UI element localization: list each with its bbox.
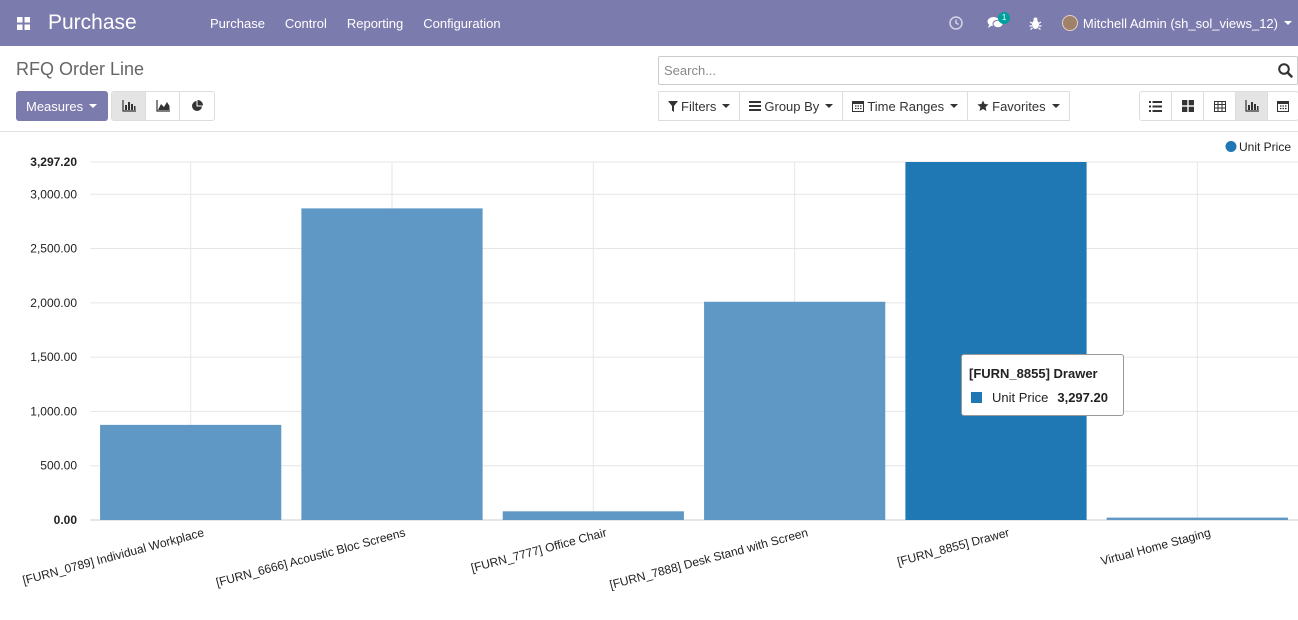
search-options: Filters Group By Time Ranges Favorites	[658, 91, 1070, 121]
caret-down-icon	[1051, 104, 1060, 108]
line-chart-button[interactable]	[146, 92, 180, 120]
filter-icon	[668, 100, 678, 112]
avatar	[1061, 15, 1078, 31]
caret-down-icon	[950, 104, 959, 108]
bar-2[interactable]	[502, 511, 684, 520]
bar-chart-icon	[121, 100, 136, 112]
menu-item-purchase[interactable]: Purchase	[210, 15, 265, 31]
star-icon	[977, 100, 989, 111]
chart-type-switcher	[111, 91, 215, 121]
view-switcher	[1139, 91, 1298, 121]
search-icon[interactable]	[1278, 63, 1293, 81]
caret-down-icon	[89, 104, 98, 108]
x-tick-label-5: Virtual Home Staging	[1099, 525, 1212, 568]
tooltip-value: 3,297.20	[1057, 390, 1108, 405]
favorites-button[interactable]: Favorites	[967, 91, 1070, 121]
legend-label: Unit Price	[1239, 140, 1291, 154]
x-axis: [FURN_0789] Individual Workplace [FURN_66…	[21, 525, 1212, 592]
bar-chart: 0.00 500.00 1,000.00 1,500.00 2,000.00 2,500.…	[21, 140, 1298, 592]
favorites-label: Favorites	[992, 98, 1046, 114]
x-tick-label-2: [FURN_7777] Office Chair	[469, 525, 608, 575]
debug-bug-icon[interactable]	[1016, 0, 1056, 46]
activity-clock-icon[interactable]	[936, 0, 976, 46]
time-ranges-label: Time Ranges	[867, 98, 945, 114]
navbar-systray: 1 Mitchell Admin (sh_sol_views_12)	[936, 0, 1298, 46]
group-by-button[interactable]: Group By	[739, 91, 844, 121]
user-name: Mitchell Admin (sh_sol_views_12)	[1082, 15, 1278, 31]
pivot-view-button[interactable]	[1204, 92, 1236, 120]
tooltip-series-name: Unit Price	[992, 390, 1049, 405]
apps-menu-icon[interactable]	[0, 0, 46, 46]
y-tick-label-6: 3,000.00	[30, 187, 77, 201]
chevron-down-icon	[1284, 21, 1292, 25]
y-axis: 0.00 500.00 1,000.00 1,500.00 2,000.00 2,500.…	[30, 155, 77, 527]
menu-item-configuration[interactable]: Configuration	[423, 15, 501, 31]
chart-legend[interactable]: Unit Price	[1225, 140, 1292, 154]
measures-button[interactable]: Measures	[16, 91, 108, 121]
list-bars-icon	[749, 101, 762, 111]
bar-4[interactable]	[905, 162, 1087, 520]
bar-5[interactable]	[1106, 517, 1288, 520]
x-tick-label-4: [FURN_8855] Drawer	[896, 525, 1011, 568]
y-tick-label-1: 500.00	[40, 459, 77, 473]
time-ranges-button[interactable]: Time Ranges	[842, 91, 969, 121]
y-tick-label-3: 1,500.00	[30, 350, 77, 364]
chart-tooltip: [FURN_8855] Drawer Unit Price 3,297.20	[961, 354, 1124, 416]
calendar-icon	[852, 101, 865, 112]
filters-label: Filters	[681, 98, 717, 114]
area-chart-icon	[155, 100, 170, 112]
filters-button[interactable]: Filters	[658, 91, 741, 121]
x-tick-label-0: [FURN_0789] Individual Workplace	[21, 525, 206, 587]
messages-icon[interactable]: 1	[976, 0, 1016, 46]
menu-item-control[interactable]: Control	[284, 15, 327, 31]
app-name[interactable]: Purchase	[48, 11, 137, 34]
menu-item-reporting[interactable]: Reporting	[346, 15, 404, 31]
y-tick-label-5: 2,500.00	[30, 242, 77, 256]
x-tick-label-3: [FURN_7888] Desk Stand with Screen	[608, 525, 809, 592]
y-tick-label-7: 3,297.20	[30, 155, 77, 169]
top-navbar: Purchase Purchase Control Reporting Conf…	[0, 0, 1298, 46]
bar-3[interactable]	[704, 301, 886, 520]
tooltip-row: Unit Price 3,297.20	[969, 390, 1116, 405]
bar-chart-icon	[1244, 100, 1259, 112]
pie-chart-button[interactable]	[180, 92, 214, 120]
user-menu[interactable]: Mitchell Admin (sh_sol_views_12)	[1056, 15, 1298, 31]
y-tick-label-0: 0.00	[54, 513, 78, 527]
y-tick-label-2: 1,000.00	[30, 404, 77, 418]
list-view-icon	[1149, 100, 1162, 112]
tooltip-title: [FURN_8855] Drawer	[969, 366, 1098, 381]
bar-0[interactable]	[100, 424, 282, 520]
measures-label: Measures	[26, 98, 84, 114]
pie-chart-icon	[192, 100, 203, 111]
kanban-view-button[interactable]	[1172, 92, 1204, 120]
caret-down-icon	[722, 104, 731, 108]
bar-1[interactable]	[301, 208, 483, 520]
main-menu: Purchase Control Reporting Configuration	[200, 16, 511, 31]
pivot-table-icon	[1213, 100, 1226, 112]
bar-chart-button[interactable]	[112, 92, 146, 120]
search-bar	[658, 56, 1298, 85]
legend-swatch	[1225, 141, 1237, 152]
chart-bars	[100, 162, 1288, 520]
calendar-icon	[1277, 101, 1289, 112]
control-panel: RFQ Order Line Measures Filters Group By	[0, 46, 1298, 132]
list-view-button[interactable]	[1140, 92, 1172, 120]
search-input[interactable]	[659, 57, 1259, 84]
caret-down-icon	[825, 104, 834, 108]
x-tick-label-1: [FURN_6666] Acoustic Bloc Screens	[214, 525, 406, 589]
group-by-label: Group By	[764, 98, 820, 114]
message-count-badge: 1	[997, 12, 1011, 24]
breadcrumb[interactable]: RFQ Order Line	[16, 59, 145, 79]
y-tick-label-4: 2,000.00	[30, 296, 77, 310]
tooltip-swatch	[971, 392, 982, 403]
calendar-view-button[interactable]	[1268, 92, 1298, 120]
graph-view-button[interactable]	[1236, 92, 1268, 120]
kanban-view-icon	[1181, 100, 1194, 112]
